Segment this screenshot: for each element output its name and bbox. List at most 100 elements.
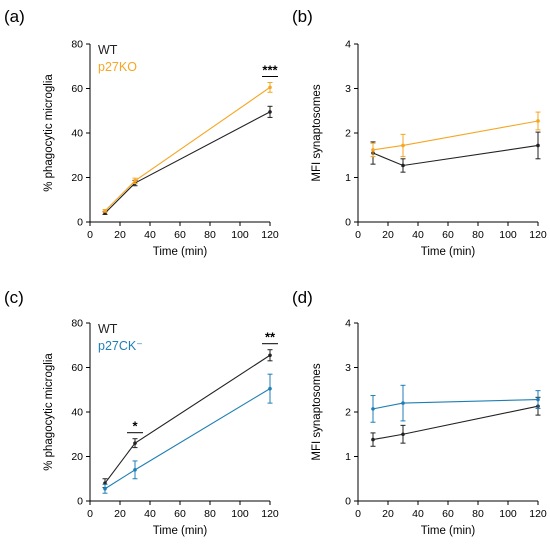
x-tick-label: 80: [204, 508, 216, 520]
x-tick-label: 60: [174, 508, 186, 520]
x-tick-label: 60: [174, 229, 186, 241]
x-tick-label: 20: [114, 508, 126, 520]
series-line: [104, 111, 271, 214]
x-tick-label: 80: [472, 229, 484, 241]
y-tick-label: 0: [77, 496, 83, 508]
x-axis-label: Time (min): [421, 525, 476, 537]
x-tick-label: 100: [499, 229, 517, 241]
series-2: [370, 111, 541, 158]
series-2: [370, 384, 541, 423]
series-line: [372, 144, 539, 167]
data-point: [536, 397, 540, 402]
x-tick-label: 20: [382, 229, 394, 241]
y-tick-label: 2: [345, 407, 351, 419]
data-point: [536, 119, 540, 123]
x-axis-label: Time (min): [153, 246, 208, 258]
y-axis-label: MFI synaptosomes: [311, 363, 323, 460]
data-point: [103, 486, 107, 491]
y-tick-label: 2: [345, 128, 351, 140]
data-point: [268, 85, 272, 90]
series-line: [104, 354, 271, 484]
panel-label: (d): [292, 288, 313, 307]
series-line: [372, 398, 539, 410]
y-tick-label: 20: [71, 172, 83, 184]
x-tick-label: 120: [261, 508, 279, 520]
x-tick-label: 0: [355, 508, 361, 520]
x-tick-label: 120: [529, 229, 547, 241]
x-tick-label: 20: [382, 508, 394, 520]
y-axis-label: MFI synaptosomes: [311, 84, 323, 181]
x-tick-label: 120: [529, 508, 547, 520]
x-tick-label: 60: [442, 508, 454, 520]
x-tick-label: 0: [355, 229, 361, 241]
series-1: [370, 131, 541, 173]
data-point: [536, 143, 540, 148]
chart-panel-2: (b) 0 20 40 60 80 100 120 0 1 2 3 4 Time (min) MFI syn…: [292, 7, 547, 258]
y-tick-label: 80: [71, 318, 83, 330]
x-tick-label: 40: [144, 229, 156, 241]
panel-label: (a): [4, 7, 25, 26]
y-tick-label: 60: [71, 83, 83, 95]
x-tick-label: 100: [231, 508, 249, 520]
data-point: [133, 441, 137, 445]
y-tick-label: 40: [71, 128, 83, 140]
x-tick-label: 40: [412, 508, 424, 520]
series-line: [372, 405, 539, 441]
chart-panel-4: (d) 0 20 40 60 80 100 120 0 1 2 3 4 Time (min) MFI syn…: [292, 288, 547, 537]
y-tick-label: 3: [345, 83, 351, 95]
x-tick-label: 120: [261, 229, 279, 241]
y-axis-label: % phagocytic microglia: [43, 74, 55, 192]
data-point: [371, 148, 375, 152]
series-line: [104, 86, 271, 212]
data-point: [268, 386, 272, 391]
y-tick-label: 1: [345, 172, 351, 184]
data-point: [401, 143, 405, 148]
series-1: [102, 105, 273, 215]
x-axis-label: Time (min): [153, 525, 208, 537]
series-2: [102, 81, 273, 213]
y-tick-label: 40: [71, 407, 83, 419]
legend-entry: p27KO: [98, 60, 137, 74]
x-tick-label: 80: [472, 508, 484, 520]
panel-label: (b): [292, 7, 313, 26]
series-line: [372, 120, 539, 151]
significance-marker: ***: [262, 62, 278, 77]
y-tick-label: 0: [345, 496, 351, 508]
x-tick-label: 0: [87, 229, 93, 241]
y-tick-label: 0: [345, 217, 351, 229]
y-tick-label: 60: [71, 362, 83, 374]
data-point: [401, 401, 405, 405]
y-tick-label: 4: [345, 39, 351, 51]
data-point: [401, 163, 405, 168]
series-1: [102, 349, 273, 489]
significance-marker: **: [265, 330, 276, 345]
data-point: [268, 353, 272, 358]
data-point: [133, 179, 137, 183]
data-point: [371, 437, 375, 442]
x-tick-label: 100: [499, 508, 517, 520]
x-axis-label: Time (min): [421, 246, 476, 258]
series-2: [102, 373, 273, 494]
data-point: [133, 468, 137, 472]
y-tick-label: 0: [77, 217, 83, 229]
significance-marker: *: [132, 419, 138, 434]
chart-panel-3: (c) 0 20 40 60 80 100 120 0 20 40 60 80 Time (min) % p…: [4, 288, 279, 537]
x-tick-label: 80: [204, 229, 216, 241]
legend-entry: WT: [98, 43, 118, 57]
data-point: [103, 209, 107, 213]
series-line: [104, 388, 271, 490]
x-tick-label: 40: [144, 508, 156, 520]
data-point: [401, 432, 405, 437]
panel-label: (c): [4, 288, 24, 307]
data-point: [371, 407, 375, 411]
data-point: [268, 110, 272, 114]
y-tick-label: 20: [71, 451, 83, 463]
y-axis-label: % phagocytic microglia: [43, 353, 55, 471]
y-tick-label: 3: [345, 362, 351, 374]
x-tick-label: 20: [114, 229, 126, 241]
y-tick-label: 4: [345, 318, 351, 330]
x-tick-label: 40: [412, 229, 424, 241]
legend-entry: p27CK⁻: [98, 339, 143, 353]
x-tick-label: 0: [87, 508, 93, 520]
